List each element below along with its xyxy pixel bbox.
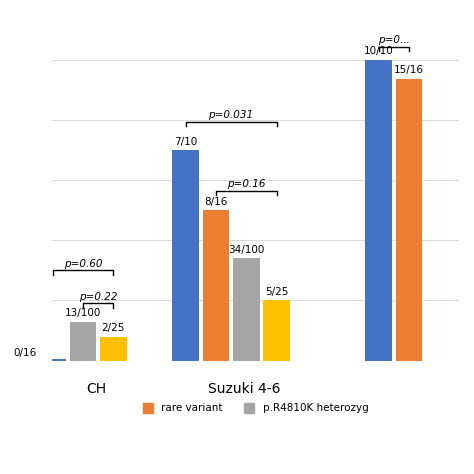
- Text: 2/25: 2/25: [102, 323, 125, 333]
- Text: 0/16: 0/16: [14, 347, 37, 357]
- Text: 13/100: 13/100: [65, 308, 101, 318]
- Text: 8/16: 8/16: [204, 197, 228, 207]
- Text: 34/100: 34/100: [228, 245, 264, 255]
- Bar: [233, 258, 260, 361]
- Bar: [100, 337, 127, 361]
- Text: p=0.16: p=0.16: [227, 179, 265, 189]
- Bar: [396, 79, 422, 361]
- Text: 5/25: 5/25: [265, 287, 288, 297]
- Bar: [70, 321, 96, 361]
- Text: 10/10: 10/10: [364, 46, 393, 56]
- Text: 7/10: 7/10: [174, 137, 197, 146]
- Text: Suzuki 4-6: Suzuki 4-6: [208, 382, 281, 396]
- Bar: [39, 359, 66, 361]
- Text: CH: CH: [86, 382, 107, 396]
- Text: p=0.60: p=0.60: [64, 259, 102, 269]
- Bar: [365, 60, 392, 361]
- Bar: [172, 150, 199, 361]
- Bar: [202, 210, 229, 361]
- Text: p=0...: p=0...: [378, 35, 410, 45]
- Legend: rare variant, p.R4810K heterozyg: rare variant, p.R4810K heterozyg: [138, 399, 373, 418]
- Text: p=0.031: p=0.031: [209, 110, 254, 120]
- Text: 15/16: 15/16: [394, 65, 424, 75]
- Text: p=0.22: p=0.22: [79, 292, 118, 302]
- Bar: [263, 301, 290, 361]
